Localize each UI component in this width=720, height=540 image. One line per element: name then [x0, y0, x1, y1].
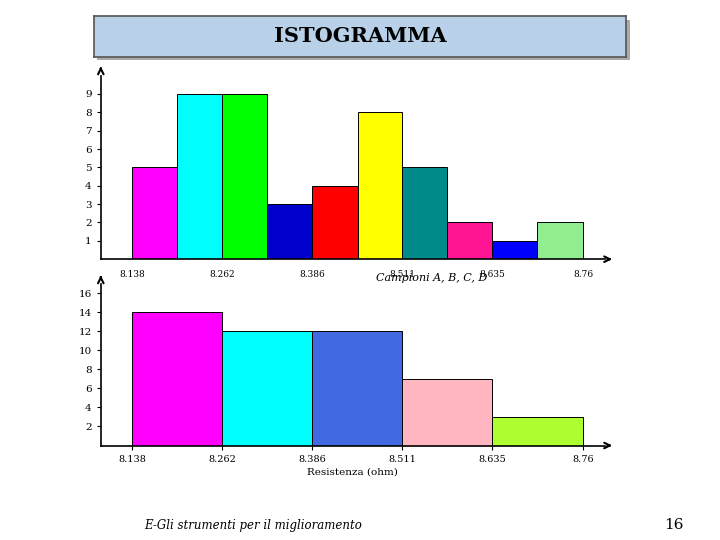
- Text: 8.386: 8.386: [299, 270, 325, 279]
- Bar: [492, 241, 537, 259]
- Text: 16: 16: [665, 518, 684, 532]
- Text: 8.76: 8.76: [573, 270, 593, 279]
- Text: 8.324: 8.324: [254, 292, 279, 301]
- Text: 8.511: 8.511: [390, 270, 415, 279]
- Bar: [402, 379, 492, 445]
- Bar: [312, 331, 402, 445]
- Text: 8.697: 8.697: [524, 292, 550, 301]
- Bar: [312, 186, 358, 259]
- Text: 8.573: 8.573: [434, 292, 460, 301]
- Bar: [222, 331, 312, 445]
- Text: 8.449: 8.449: [345, 292, 371, 301]
- Bar: [447, 222, 492, 259]
- Bar: [402, 167, 447, 259]
- Text: 8.262: 8.262: [209, 270, 235, 279]
- X-axis label: Resistenza (ohm): Resistenza (ohm): [307, 468, 398, 477]
- Bar: [492, 417, 583, 445]
- Text: 8.635: 8.635: [480, 270, 505, 279]
- Bar: [222, 94, 267, 259]
- Text: ISTOGRAMMA: ISTOGRAMMA: [274, 26, 446, 46]
- Bar: [132, 312, 222, 446]
- Text: Campioni A, B, C, D: Campioni A, B, C, D: [377, 273, 487, 283]
- Text: E-Gli strumenti per il miglioramento: E-Gli strumenti per il miglioramento: [144, 519, 362, 532]
- Bar: [358, 112, 402, 259]
- Bar: [177, 94, 222, 259]
- Text: Resistenza (ohm): Resistenza (ohm): [307, 320, 398, 329]
- Bar: [267, 204, 312, 259]
- Text: 8.200: 8.200: [164, 292, 190, 301]
- Text: 8.138: 8.138: [119, 270, 145, 279]
- Bar: [132, 167, 177, 259]
- Bar: [537, 222, 583, 259]
